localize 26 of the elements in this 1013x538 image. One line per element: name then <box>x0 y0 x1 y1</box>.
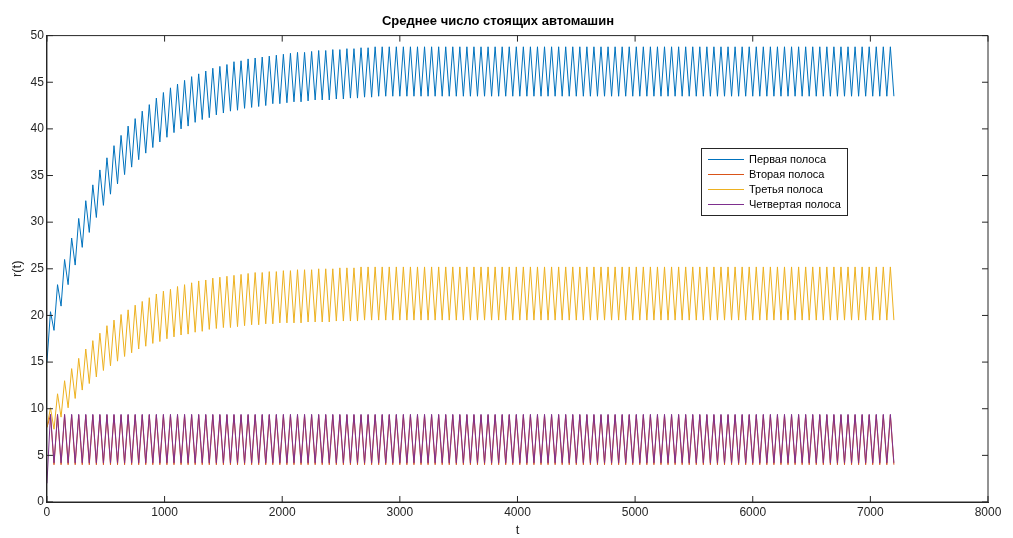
y-tick-label: 25 <box>30 261 45 276</box>
x-tick-label: 4000 <box>504 504 532 519</box>
y-tick-label: 40 <box>30 121 45 136</box>
x-tick-label: 8000 <box>974 504 1002 519</box>
x-tick-label: 7000 <box>857 504 885 519</box>
y-tick-label: 5 <box>37 447 45 462</box>
x-tick-label: 1000 <box>151 504 179 519</box>
y-tick-label: 20 <box>30 307 45 322</box>
y-tick-label: 10 <box>30 401 45 416</box>
y-tick-label: 50 <box>30 27 45 42</box>
x-tick-label: 6000 <box>739 504 767 519</box>
legend-label: Четвертая полоса <box>749 197 841 212</box>
y-tick-label: 15 <box>30 354 45 369</box>
y-tick-label: 30 <box>30 214 45 229</box>
legend-label: Вторая полоса <box>749 167 825 182</box>
x-axis-title: t <box>515 521 520 537</box>
x-tick-label: 3000 <box>386 504 414 519</box>
chart-title: Среднее число стоящих автомашин <box>381 13 615 29</box>
x-tick-label: 5000 <box>621 504 649 519</box>
legend-label: Первая полоса <box>749 152 827 167</box>
x-tick-label: 2000 <box>268 504 296 519</box>
y-axis-title: r(t) <box>9 260 25 278</box>
y-tick-label: 35 <box>30 167 45 182</box>
legend-label: Третья полоса <box>749 182 823 197</box>
y-tick-label: 0 <box>37 494 45 509</box>
y-tick-label: 45 <box>30 74 45 89</box>
